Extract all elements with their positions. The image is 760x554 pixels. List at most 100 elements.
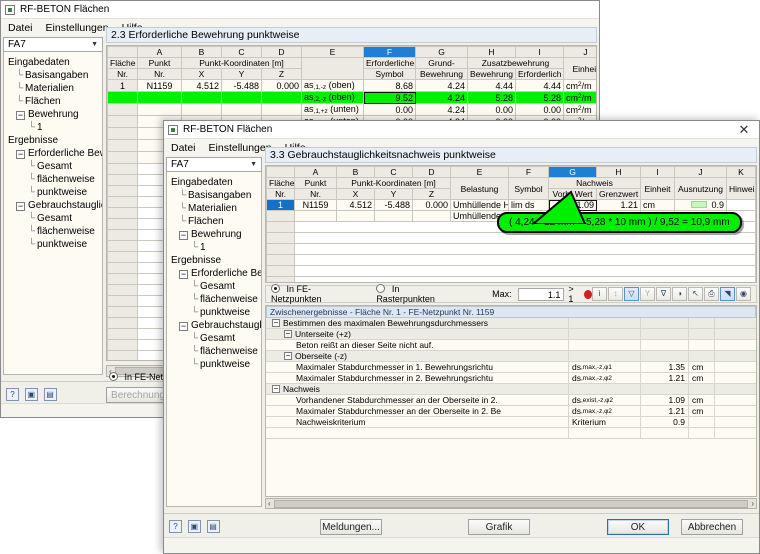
tree-item-gebrauchstauglichkeitsnachweis[interactable]: −Gebrauchstauglichkeitsnachweis xyxy=(171,319,261,332)
tree-item-gebrauchstauglichkeitsnachweis[interactable]: −Gebrauchstauglichkeitsnachweis xyxy=(8,199,102,212)
collapse-icon[interactable]: − xyxy=(179,321,188,331)
tree-item-punktweise[interactable]: └ punktweise xyxy=(8,186,100,199)
cell-punkt-nr[interactable]: N1159 xyxy=(294,199,337,211)
cell-zusatz-erforderlich[interactable]: 0.00 xyxy=(467,103,516,116)
row-header[interactable] xyxy=(107,251,138,263)
sort-icon[interactable]: ↕ xyxy=(608,286,623,301)
column-letter-J[interactable]: J xyxy=(563,46,596,58)
collapse-icon[interactable]: − xyxy=(179,269,188,279)
cell-empty[interactable] xyxy=(294,265,756,277)
binoculars-icon[interactable]: ◑ xyxy=(672,286,687,301)
cell-grundbewehrung[interactable]: 4.24 xyxy=(415,103,468,116)
column-letter-D[interactable]: D xyxy=(412,166,451,178)
grafik-button[interactable]: Grafik xyxy=(468,519,530,535)
cell-z[interactable] xyxy=(261,103,302,116)
close-icon[interactable]: ✕ xyxy=(738,121,750,137)
collapse-icon[interactable]: − xyxy=(272,384,280,393)
column-letter-F[interactable]: F xyxy=(363,46,416,58)
cell-z[interactable]: 0.000 xyxy=(412,199,451,211)
cell-grundbewehrung[interactable]: 4.24 xyxy=(415,91,468,104)
zwischenergebnisse-list[interactable]: − Bestimmen des maximalen Bewehrungsdurch… xyxy=(266,318,756,439)
eye-icon[interactable]: ◉ xyxy=(736,286,751,301)
tree-item-1[interactable]: └ 1 xyxy=(171,241,259,254)
ok-button[interactable]: OK xyxy=(607,519,669,535)
result-row[interactable]: Maximaler Stabdurchmesser in 2. Bewehrun… xyxy=(266,373,756,384)
column-letter-K[interactable]: K xyxy=(726,166,756,178)
cell-ausnutzung[interactable]: 0.9 xyxy=(674,199,727,211)
table-row-empty[interactable] xyxy=(266,243,756,255)
column-letter-H[interactable]: H xyxy=(596,166,641,178)
tree-item-flächenweise[interactable]: └ flächenweise xyxy=(171,293,259,306)
cell-z[interactable] xyxy=(261,91,302,104)
row-header[interactable] xyxy=(107,163,138,175)
row-header[interactable] xyxy=(107,115,138,128)
berechnung-button[interactable]: Berechnung xyxy=(106,387,170,403)
cell-y[interactable]: -5.488 xyxy=(374,199,413,211)
column-letter-G[interactable]: G xyxy=(415,46,468,58)
tree-item-gesamt[interactable]: └ Gesamt xyxy=(8,212,100,225)
cell-x[interactable]: 4.512 xyxy=(181,79,222,92)
print-icon-button[interactable]: ▤ xyxy=(206,520,220,533)
collapse-icon[interactable]: − xyxy=(272,318,280,327)
row-header[interactable] xyxy=(107,151,138,164)
row-header[interactable] xyxy=(107,103,138,116)
funnel-icon[interactable]: Y xyxy=(640,286,655,301)
tree-item-flächen[interactable]: └ Flächen xyxy=(8,95,100,108)
column-letter-G[interactable]: G xyxy=(548,166,597,178)
tree-item-erforderliche-bewehrung[interactable]: −Erforderliche Bewehrung xyxy=(8,147,102,160)
table-row[interactable]: 1 N1159 4.512 -5.488 0.000 as,1,-z (oben) 8.68… xyxy=(107,79,596,92)
info-icon[interactable]: i xyxy=(592,286,607,301)
row-header[interactable] xyxy=(107,91,138,104)
cell-empty[interactable] xyxy=(294,232,756,244)
tree-item-gesamt[interactable]: └ Gesamt xyxy=(8,160,100,173)
result-row[interactable]: Vorhandener Stabdurchmesser an der Obers… xyxy=(266,395,756,406)
cell-y[interactable] xyxy=(374,210,413,222)
tree-item-ergebnisse[interactable]: Ergebnisse xyxy=(171,254,259,267)
tree-item-gesamt[interactable]: └ Gesamt xyxy=(171,280,259,293)
tree-item-punktweise[interactable]: └ punktweise xyxy=(171,306,259,319)
cell-y[interactable]: -5.488 xyxy=(221,79,262,92)
row-header[interactable] xyxy=(107,306,138,318)
scroll-left-icon[interactable]: ‹ xyxy=(109,366,112,376)
table-row-empty[interactable] xyxy=(266,265,756,277)
cell-x[interactable] xyxy=(336,210,375,222)
tree-item-bewehrung[interactable]: − Bewehrung xyxy=(8,108,100,121)
menu-datei[interactable]: Datei xyxy=(8,21,33,34)
row-header[interactable] xyxy=(107,207,138,219)
cell-einheit[interactable]: cm2/m xyxy=(563,79,596,92)
collapse-icon[interactable]: − xyxy=(284,351,292,360)
tree-item-ergebnisse[interactable]: Ergebnisse xyxy=(8,134,100,147)
row-header[interactable]: 1 xyxy=(107,79,138,92)
print-icon[interactable]: ⎙ xyxy=(704,287,719,302)
cell-belastung[interactable]: Umhüllende Hä xyxy=(450,199,509,211)
row-header[interactable] xyxy=(266,221,295,233)
help-icon-button[interactable]: ? xyxy=(169,520,182,533)
cell-empty[interactable] xyxy=(294,276,756,282)
row-header[interactable] xyxy=(107,328,138,340)
tree-item-basisangaben[interactable]: └ Basisangaben xyxy=(171,189,259,202)
cell-x[interactable] xyxy=(181,91,222,104)
tree-item-flächenweise[interactable]: └ flächenweise xyxy=(171,345,259,358)
row-header[interactable] xyxy=(266,265,295,277)
cell-einheit[interactable]: cm2/m xyxy=(563,91,596,104)
column-letter-F[interactable]: F xyxy=(508,166,549,178)
column-letter-C[interactable]: C xyxy=(221,46,262,58)
export-icon-button[interactable]: ▣ xyxy=(187,520,201,533)
column-letter-I[interactable]: I xyxy=(515,46,564,58)
menu-einstellungen[interactable]: Einstellungen xyxy=(45,21,109,34)
background-navigator-combo[interactable]: FA7 ▼ xyxy=(3,37,103,52)
row-header[interactable] xyxy=(266,243,295,255)
radio-rasterpunkte-icon[interactable] xyxy=(376,284,386,293)
tree-item-basisangaben[interactable]: └ Basisangaben xyxy=(8,69,100,82)
max-value-field[interactable]: 1.1 xyxy=(517,287,565,301)
tree-item-flächenweise[interactable]: └ flächenweise xyxy=(8,225,100,238)
table-row[interactable]: as,2,-z (oben) 9.52 4.24 5.28 5.28 cm2/m xyxy=(107,91,596,104)
column-letter-B[interactable]: B xyxy=(181,46,222,58)
cell-zusatz-vorhanden[interactable]: 0.00 xyxy=(515,103,564,116)
column-letter-J[interactable]: J xyxy=(674,166,727,178)
cell-erforderliche-bewehrung[interactable]: 8.68 xyxy=(363,79,416,92)
cell-empty[interactable] xyxy=(294,243,756,255)
cell-x[interactable]: 4.512 xyxy=(336,199,375,211)
menu-einstellungen[interactable]: Einstellungen xyxy=(208,141,272,154)
